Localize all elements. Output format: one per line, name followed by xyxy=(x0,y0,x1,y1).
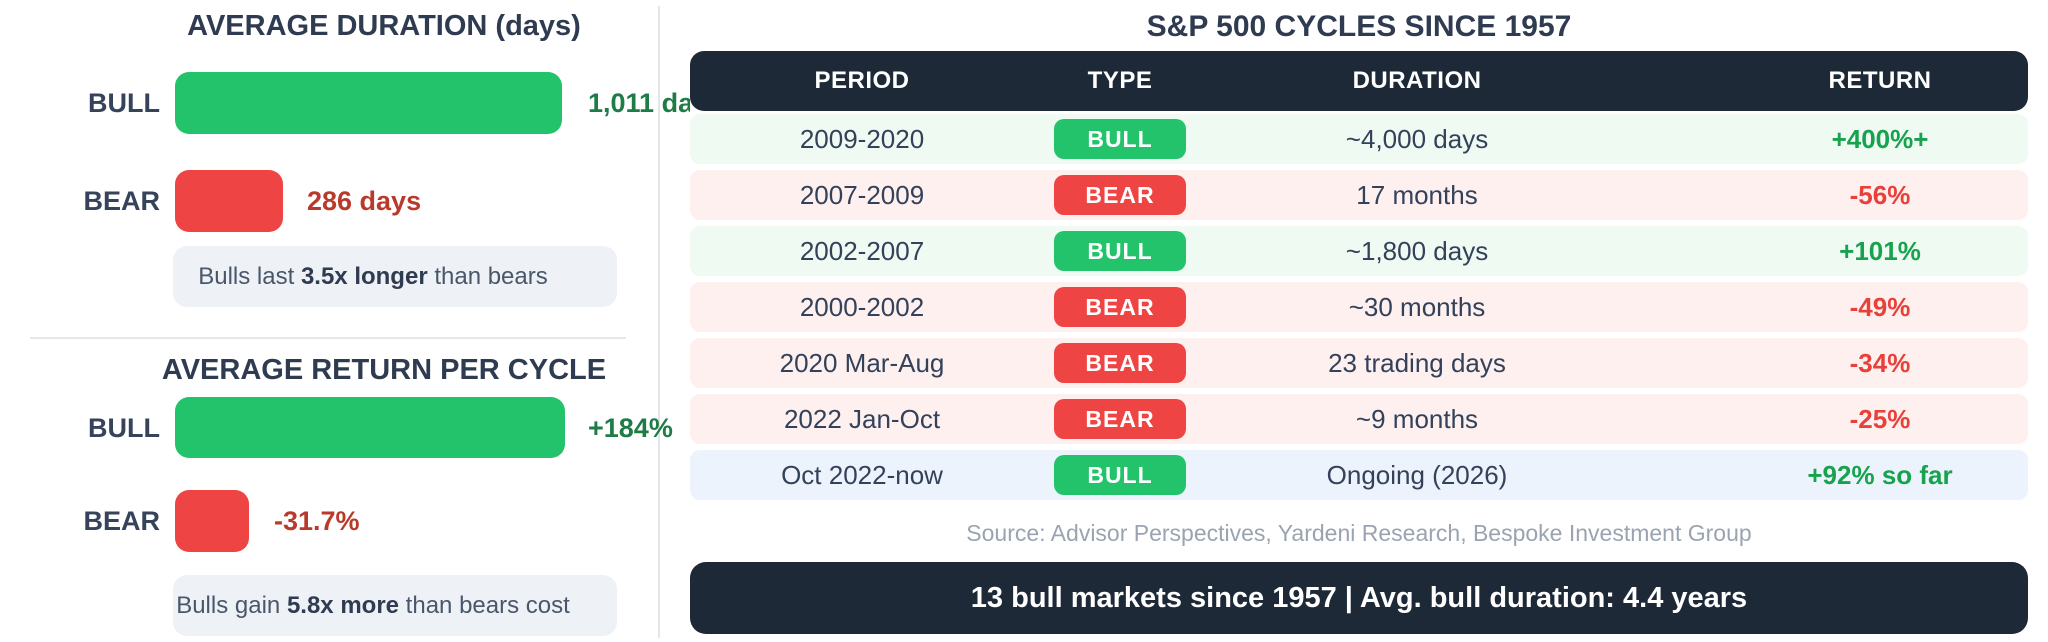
duration-cell: ~4,000 days xyxy=(1345,124,1489,154)
type-cell: BEAR xyxy=(990,338,1250,388)
header-period: PERIOD xyxy=(814,67,910,94)
type-badge: BULL xyxy=(1054,231,1186,271)
return-cell: -34% xyxy=(1849,348,1911,378)
duration-bear-label: BEAR xyxy=(83,186,160,216)
table-row: 2002-2007 BULL ~1,800 days +101% xyxy=(690,226,2028,276)
table-row: 2000-2002 BEAR ~30 months -49% xyxy=(690,282,2028,332)
vertical-divider xyxy=(658,6,660,638)
type-badge: BEAR xyxy=(1054,343,1186,383)
type-badge: BULL xyxy=(1054,455,1186,495)
duration-bear-bar xyxy=(175,170,283,232)
return-cell: -25% xyxy=(1849,404,1911,434)
type-cell: BULL xyxy=(990,450,1250,500)
type-badge: BEAR xyxy=(1054,287,1186,327)
duration-cell: 17 months xyxy=(1356,180,1478,210)
return-bear-bar xyxy=(175,490,249,552)
return-bear-value: -31.7% xyxy=(274,506,360,536)
duration-bull-bar xyxy=(175,72,562,134)
header-duration: DURATION xyxy=(1352,67,1482,94)
duration-cell: Ongoing (2026) xyxy=(1326,460,1508,490)
return-chart-title: AVERAGE RETURN PER CYCLE xyxy=(161,354,607,386)
summary-footer: 13 bull markets since 1957 | Avg. bull d… xyxy=(690,562,2028,634)
table-row: 2009-2020 BULL ~4,000 days +400%+ xyxy=(690,114,2028,164)
period-cell: 2020 Mar-Aug xyxy=(779,348,945,378)
period-cell: 2022 Jan-Oct xyxy=(783,404,941,434)
table-row: 2020 Mar-Aug BEAR 23 trading days -34% xyxy=(690,338,2028,388)
return-cell: +400%+ xyxy=(1831,124,1929,154)
return-bull-bar xyxy=(175,397,565,458)
return-cell: +92% so far xyxy=(1807,460,1953,490)
table-header-row: PERIOD TYPE DURATION RETURN xyxy=(690,51,2028,111)
duration-note-suffix: than bears xyxy=(427,263,548,290)
period-cell: Oct 2022-now xyxy=(781,460,943,490)
return-note-bold: 5.8x more xyxy=(286,592,400,619)
period-cell: 2007-2009 xyxy=(799,180,925,210)
table-row: 2007-2009 BEAR 17 months -56% xyxy=(690,170,2028,220)
duration-bull-label: BULL xyxy=(88,88,160,118)
period-cell: 2000-2002 xyxy=(799,292,925,322)
type-cell: BULL xyxy=(990,114,1250,164)
type-badge: BEAR xyxy=(1054,399,1186,439)
type-cell: BEAR xyxy=(990,282,1250,332)
duration-chart-title: AVERAGE DURATION (days) xyxy=(187,10,581,42)
period-cell: 2009-2020 xyxy=(799,124,925,154)
return-cell: -49% xyxy=(1849,292,1911,322)
cycles-table-panel: S&P 500 CYCLES SINCE 1957 PERIOD TYPE DU… xyxy=(690,0,2028,642)
type-cell: BULL xyxy=(990,226,1250,276)
table-row: Oct 2022-now BULL Ongoing (2026) +92% so… xyxy=(690,450,2028,500)
duration-note: Bulls last 3.5x longer than bears xyxy=(173,246,617,307)
table-body: 2009-2020 BULL ~4,000 days +400%+ 2007-2… xyxy=(690,114,2028,506)
return-note: Bulls gain 5.8x more than bears cost xyxy=(173,575,617,636)
return-cell: +101% xyxy=(1839,236,1921,266)
return-bull-value: +184% xyxy=(588,413,673,443)
duration-note-prefix: Bulls last xyxy=(198,263,301,290)
type-badge: BULL xyxy=(1054,119,1186,159)
return-note-suffix: than bears cost xyxy=(399,592,570,619)
duration-cell: ~9 months xyxy=(1355,404,1479,434)
source-attribution: Source: Advisor Perspectives, Yardeni Re… xyxy=(966,520,1752,546)
return-cell: -56% xyxy=(1849,180,1911,210)
duration-bear-value: 286 days xyxy=(307,186,422,216)
type-cell: BEAR xyxy=(990,394,1250,444)
return-bear-label: BEAR xyxy=(83,506,160,536)
table-title: S&P 500 CYCLES SINCE 1957 xyxy=(1146,10,1572,43)
charts-panel: AVERAGE DURATION (days) BULL 1,011 days … xyxy=(0,0,723,642)
return-bull-label: BULL xyxy=(88,413,160,443)
return-note-prefix: Bulls gain xyxy=(176,592,287,619)
duration-note-bold: 3.5x longer xyxy=(300,263,428,290)
type-cell: BEAR xyxy=(990,170,1250,220)
duration-cell: ~30 months xyxy=(1348,292,1486,322)
header-type: TYPE xyxy=(1087,67,1153,94)
duration-cell: 23 trading days xyxy=(1328,348,1506,378)
period-cell: 2002-2007 xyxy=(799,236,925,266)
duration-cell: ~1,800 days xyxy=(1345,236,1489,266)
type-badge: BEAR xyxy=(1054,175,1186,215)
header-return: RETURN xyxy=(1828,67,1932,94)
table-row: 2022 Jan-Oct BEAR ~9 months -25% xyxy=(690,394,2028,444)
horizontal-divider xyxy=(30,337,626,339)
